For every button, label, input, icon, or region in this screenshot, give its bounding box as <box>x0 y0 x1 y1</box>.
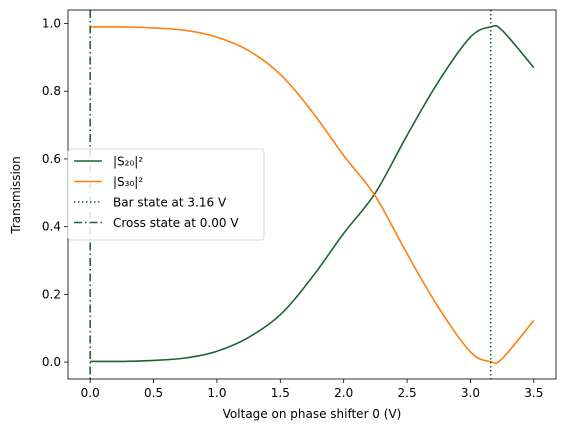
legend-label: |S₂₀|² <box>113 155 143 169</box>
x-tick-label: 1.0 <box>207 386 226 400</box>
y-tick-label: 0.4 <box>42 220 61 234</box>
x-axis-label: Voltage on phase shifter 0 (V) <box>223 407 402 421</box>
legend-label: |S₃₀|² <box>113 175 143 189</box>
y-tick-label: 0.2 <box>42 287 61 301</box>
x-tick-label: 2.0 <box>334 386 353 400</box>
x-axis-ticks: 0.0 0.5 1.0 1.5 2.0 2.5 3.0 3.5 <box>81 379 543 400</box>
x-tick-label: 0.5 <box>144 386 163 400</box>
x-tick-label: 0.0 <box>81 386 100 400</box>
series-line-1 <box>90 24 535 363</box>
x-tick-label: 3.0 <box>461 386 480 400</box>
x-tick-label: 2.5 <box>398 386 417 400</box>
x-tick-label: 3.5 <box>524 386 543 400</box>
legend-label: Bar state at 3.16 V <box>113 196 227 210</box>
legend-box <box>67 148 265 241</box>
y-tick-label: 0.8 <box>42 84 61 98</box>
y-axis-ticks: 0.0 0.2 0.4 0.6 0.8 1.0 <box>42 17 68 369</box>
lines-layer <box>89 10 535 379</box>
series-line-2 <box>90 26 535 365</box>
y-axis-label: Transmission <box>9 156 23 235</box>
y-tick-label: 1.0 <box>42 17 61 31</box>
y-tick-label: 0.0 <box>42 355 61 369</box>
legend: |S₂₀|² |S₃₀|² Bar state at 3.16 V Cross sta… <box>67 148 265 241</box>
x-tick-label: 1.5 <box>271 386 290 400</box>
y-tick-label: 0.6 <box>42 152 61 166</box>
legend-label: Cross state at 0.00 V <box>113 216 239 230</box>
